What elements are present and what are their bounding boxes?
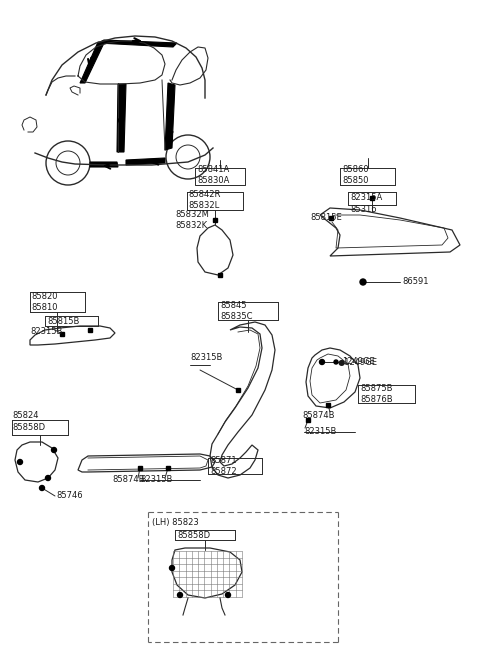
Circle shape <box>334 360 338 364</box>
Circle shape <box>320 360 324 364</box>
Text: 86591: 86591 <box>402 278 429 286</box>
Circle shape <box>169 565 175 571</box>
Text: 85860
85850: 85860 85850 <box>342 165 369 185</box>
Text: 82315A: 82315A <box>350 193 382 202</box>
Bar <box>236 388 240 392</box>
Text: 85842R
85832L: 85842R 85832L <box>188 191 220 210</box>
Text: 1249GE: 1249GE <box>342 358 375 367</box>
Text: 85845
85835C: 85845 85835C <box>220 301 252 321</box>
Text: 85746: 85746 <box>56 491 83 500</box>
Text: 82315B: 82315B <box>304 428 336 436</box>
Text: 85874B: 85874B <box>112 476 144 485</box>
Polygon shape <box>117 84 126 152</box>
Bar <box>88 328 92 331</box>
Circle shape <box>178 593 182 597</box>
Text: 85858D: 85858D <box>12 422 45 432</box>
Bar <box>213 218 217 222</box>
Circle shape <box>17 460 23 464</box>
Text: 85858D: 85858D <box>177 531 210 540</box>
Circle shape <box>360 279 366 285</box>
Bar <box>326 403 330 407</box>
Bar <box>329 216 333 219</box>
Circle shape <box>51 447 57 453</box>
Bar <box>370 196 374 200</box>
Text: 82315B: 82315B <box>30 328 62 337</box>
Polygon shape <box>98 40 177 47</box>
Text: 85820
85810: 85820 85810 <box>31 292 58 312</box>
Text: 85832M
85832K: 85832M 85832K <box>175 210 209 230</box>
Text: 82315B: 82315B <box>190 354 222 362</box>
Polygon shape <box>126 158 165 165</box>
Text: 85875B
85876B: 85875B 85876B <box>360 384 393 403</box>
Circle shape <box>226 593 230 597</box>
Text: ●1249GE: ●1249GE <box>338 358 378 367</box>
Text: 85815B: 85815B <box>47 316 79 326</box>
Text: 85316: 85316 <box>350 206 377 214</box>
Text: (LH) 85823: (LH) 85823 <box>152 517 199 527</box>
Text: 85815E: 85815E <box>310 214 342 223</box>
Text: 85871
85872: 85871 85872 <box>210 457 237 476</box>
Bar <box>306 419 310 422</box>
Circle shape <box>46 476 50 481</box>
Polygon shape <box>90 162 118 167</box>
Bar <box>218 273 222 277</box>
Circle shape <box>39 485 45 491</box>
Bar <box>166 466 170 470</box>
Text: 82315B: 82315B <box>140 476 172 485</box>
Polygon shape <box>80 42 104 83</box>
Polygon shape <box>165 83 175 150</box>
Bar <box>60 332 64 336</box>
Text: 85874B: 85874B <box>302 411 335 419</box>
Text: 85824: 85824 <box>12 411 38 419</box>
Text: 85841A
85830A: 85841A 85830A <box>197 165 229 185</box>
Bar <box>138 466 142 470</box>
